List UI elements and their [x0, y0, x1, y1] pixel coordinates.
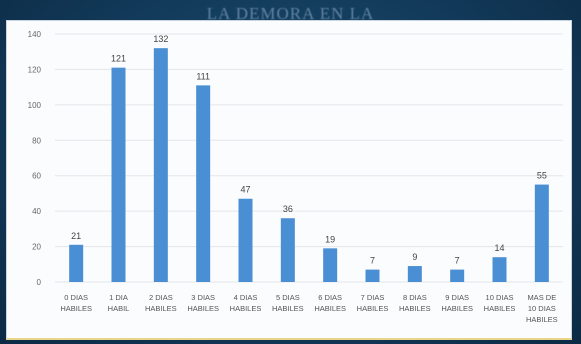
bar	[450, 269, 465, 282]
chart-gridlines	[55, 33, 563, 283]
x-tick-label: 7 DIAS HABILES	[357, 293, 389, 313]
data-labels: 21 121 132 111 47 36 19 7 9 7 14 55	[71, 34, 547, 265]
bar	[323, 248, 338, 282]
bar	[238, 198, 253, 282]
data-label: 36	[283, 204, 293, 214]
chart-panel: 0 20 40 60 80 100 120 140 21 121 132 111 47 36 19 7 9 7 1…	[6, 20, 572, 340]
bar	[111, 67, 126, 283]
data-label: 121	[111, 54, 126, 64]
y-tick-label: 60	[32, 172, 41, 181]
y-tick-label: 0	[37, 278, 42, 287]
x-tick-label: 2 DIAS HABILES	[145, 293, 177, 313]
bar	[153, 48, 168, 282]
y-tick-label: 80	[32, 136, 41, 145]
bar	[280, 218, 295, 282]
data-label: 47	[240, 185, 250, 195]
bar	[534, 184, 549, 282]
x-axis: 0 DIAS HABILES 1 DIA HABIL 2 DIAS HABILES 3 DI…	[60, 293, 557, 324]
x-tick-label: 6 DIAS HABILES	[314, 293, 346, 313]
bar-chart: 0 20 40 60 80 100 120 140 21 121 132 111 47 36 19 7 9 7 1…	[28, 30, 563, 324]
data-label: 7	[370, 256, 375, 266]
bar	[407, 266, 422, 282]
y-axis: 0 20 40 60 80 100 120 140	[28, 30, 42, 287]
x-tick-label: MAS DE 10 DIAS HABILES	[526, 293, 558, 324]
data-label: 111	[196, 71, 210, 81]
y-tick-label: 140	[28, 30, 42, 39]
data-label: 9	[412, 252, 417, 262]
data-label: 19	[325, 234, 335, 244]
x-tick-label: 10 DIAS HABILES	[484, 293, 516, 313]
bar	[492, 257, 507, 282]
chart-bars	[69, 48, 549, 283]
y-tick-label: 20	[32, 243, 41, 252]
bar	[365, 269, 380, 282]
data-label: 55	[537, 171, 547, 181]
x-tick-label: 8 DIAS HABILES	[399, 293, 431, 313]
y-tick-label: 100	[28, 101, 42, 110]
data-label: 7	[455, 256, 460, 266]
data-label: 21	[71, 231, 81, 241]
y-tick-label: 40	[32, 207, 41, 216]
x-tick-label: 5 DIAS HABILES	[272, 293, 304, 313]
data-label: 132	[153, 34, 168, 44]
data-label: 14	[494, 243, 504, 253]
y-tick-label: 120	[28, 65, 42, 74]
x-tick-label: 1 DIA HABIL	[108, 293, 130, 313]
bar	[69, 244, 84, 282]
x-tick-label: 4 DIAS HABILES	[230, 293, 262, 313]
bar	[196, 85, 211, 282]
x-tick-label: 9 DIAS HABILES	[441, 293, 473, 313]
x-tick-label: 3 DIAS HABILES	[187, 293, 219, 313]
slide-title: LA DEMORA EN LA	[206, 4, 375, 23]
x-tick-label: 0 DIAS HABILES	[60, 293, 92, 313]
